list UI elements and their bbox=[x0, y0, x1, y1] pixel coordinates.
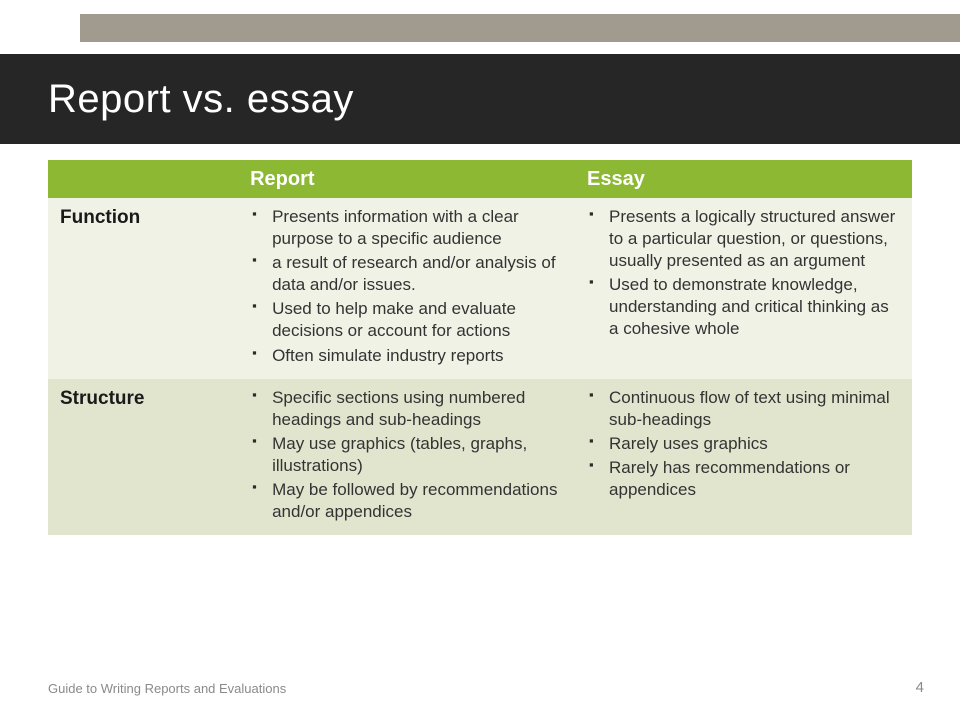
footer-guide-text: Guide to Writing Reports and Evaluations bbox=[48, 681, 286, 696]
list-item: Rarely has recommendations or appendices bbox=[605, 457, 900, 501]
list-item: Used to demonstrate knowledge, understan… bbox=[605, 274, 900, 340]
list-item: Used to help make and evaluate decisions… bbox=[268, 298, 563, 342]
cell-structure-essay: Continuous flow of text using minimal su… bbox=[575, 379, 912, 536]
header-report: Report bbox=[238, 160, 575, 198]
list-item: May use graphics (tables, graphs, illust… bbox=[268, 433, 563, 477]
header-essay: Essay bbox=[575, 160, 912, 198]
list-item: Continuous flow of text using minimal su… bbox=[605, 387, 900, 431]
list-item: May be followed by recommendations and/o… bbox=[268, 479, 563, 523]
row-label-function: Function bbox=[48, 198, 238, 379]
slide-title: Report vs. essay bbox=[48, 77, 354, 122]
title-band: Report vs. essay bbox=[0, 54, 960, 144]
cell-structure-report: Specific sections using numbered heading… bbox=[238, 379, 575, 536]
table-row: Structure Specific sections using number… bbox=[48, 379, 912, 536]
list-item: Presents information with a clear purpos… bbox=[268, 206, 563, 250]
list-item: Often simulate industry reports bbox=[268, 345, 563, 367]
comparison-table: Report Essay Function Presents informati… bbox=[48, 160, 912, 535]
list-item: Rarely uses graphics bbox=[605, 433, 900, 455]
list-item: a result of research and/or analysis of … bbox=[268, 252, 563, 296]
row-label-structure: Structure bbox=[48, 379, 238, 536]
table-header-row: Report Essay bbox=[48, 160, 912, 198]
cell-function-report: Presents information with a clear purpos… bbox=[238, 198, 575, 379]
decorative-top-bar bbox=[80, 14, 960, 42]
list-item: Presents a logically structured answer t… bbox=[605, 206, 900, 272]
list-item: Specific sections using numbered heading… bbox=[268, 387, 563, 431]
bullet-list: Continuous flow of text using minimal su… bbox=[587, 387, 900, 501]
cell-function-essay: Presents a logically structured answer t… bbox=[575, 198, 912, 379]
bullet-list: Presents a logically structured answer t… bbox=[587, 206, 900, 341]
slide-number: 4 bbox=[916, 679, 924, 696]
header-blank bbox=[48, 160, 238, 198]
table-body: Function Presents information with a cle… bbox=[48, 198, 912, 535]
table-row: Function Presents information with a cle… bbox=[48, 198, 912, 379]
comparison-table-wrap: Report Essay Function Presents informati… bbox=[48, 160, 912, 535]
bullet-list: Specific sections using numbered heading… bbox=[250, 387, 563, 524]
bullet-list: Presents information with a clear purpos… bbox=[250, 206, 563, 367]
